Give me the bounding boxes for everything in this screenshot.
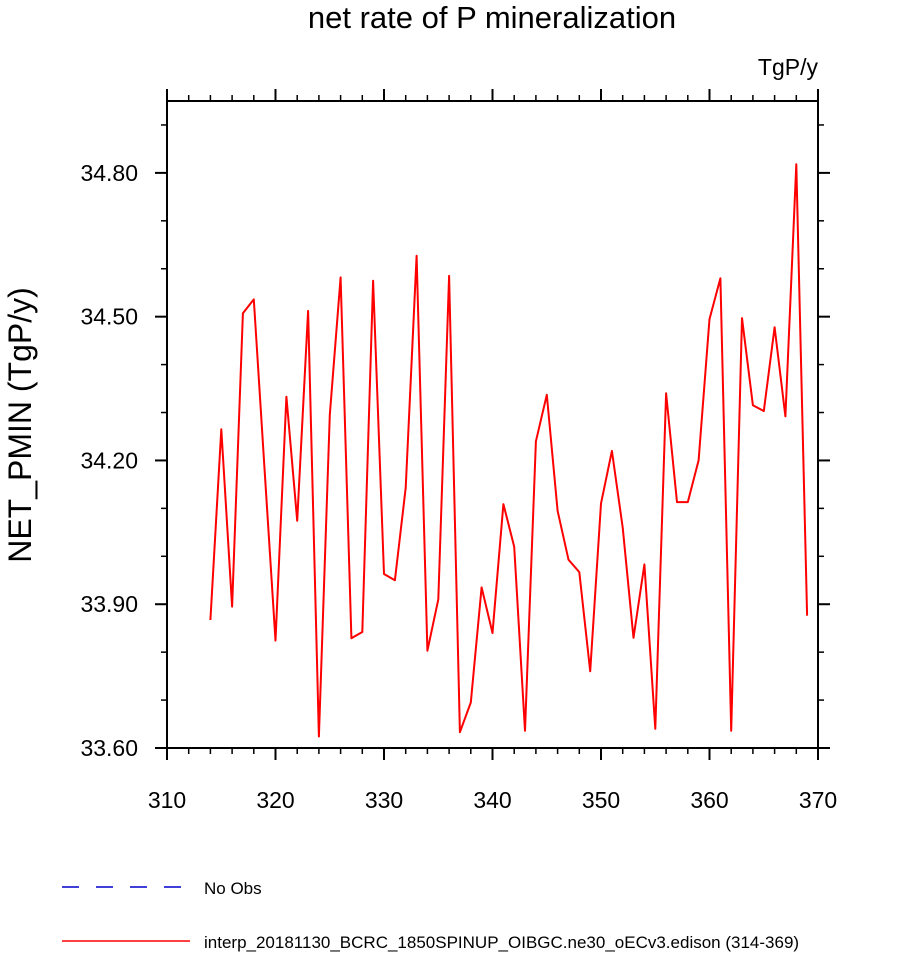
- x-tick-label: 350: [582, 787, 620, 813]
- chart-title: net rate of P mineralization: [308, 0, 676, 35]
- x-tick-label: 370: [799, 787, 837, 813]
- series-layer: [209, 163, 809, 738]
- units-label: TgP/y: [758, 54, 819, 80]
- legend: No Obs interp_20181130_BCRC_1850SPINUP_O…: [62, 879, 799, 952]
- plot-frame: [166, 100, 819, 749]
- y-tick-label: 33.60: [80, 735, 138, 761]
- legend-label-model: interp_20181130_BCRC_1850SPINUP_OIBGC.ne…: [204, 933, 799, 952]
- y-tick-label: 34.50: [80, 304, 138, 330]
- y-tick-label: 34.20: [80, 447, 138, 473]
- x-tick-label: 320: [256, 787, 294, 813]
- series-line-1: [209, 163, 809, 738]
- axis-tick-labels: 310 320 330 340 350 360 370 33.60 33.90 34.20 34.5…: [80, 160, 837, 813]
- x-tick-label: 330: [365, 787, 403, 813]
- y-axis-label: NET_PMIN (TgP/y): [2, 287, 38, 563]
- x-tick-label: 310: [148, 787, 186, 813]
- x-tick-label: 340: [473, 787, 511, 813]
- y-tick-label: 33.90: [80, 591, 138, 617]
- x-tick-label: 360: [690, 787, 728, 813]
- y-tick-label: 34.80: [80, 160, 138, 186]
- legend-label-no-obs: No Obs: [204, 879, 262, 898]
